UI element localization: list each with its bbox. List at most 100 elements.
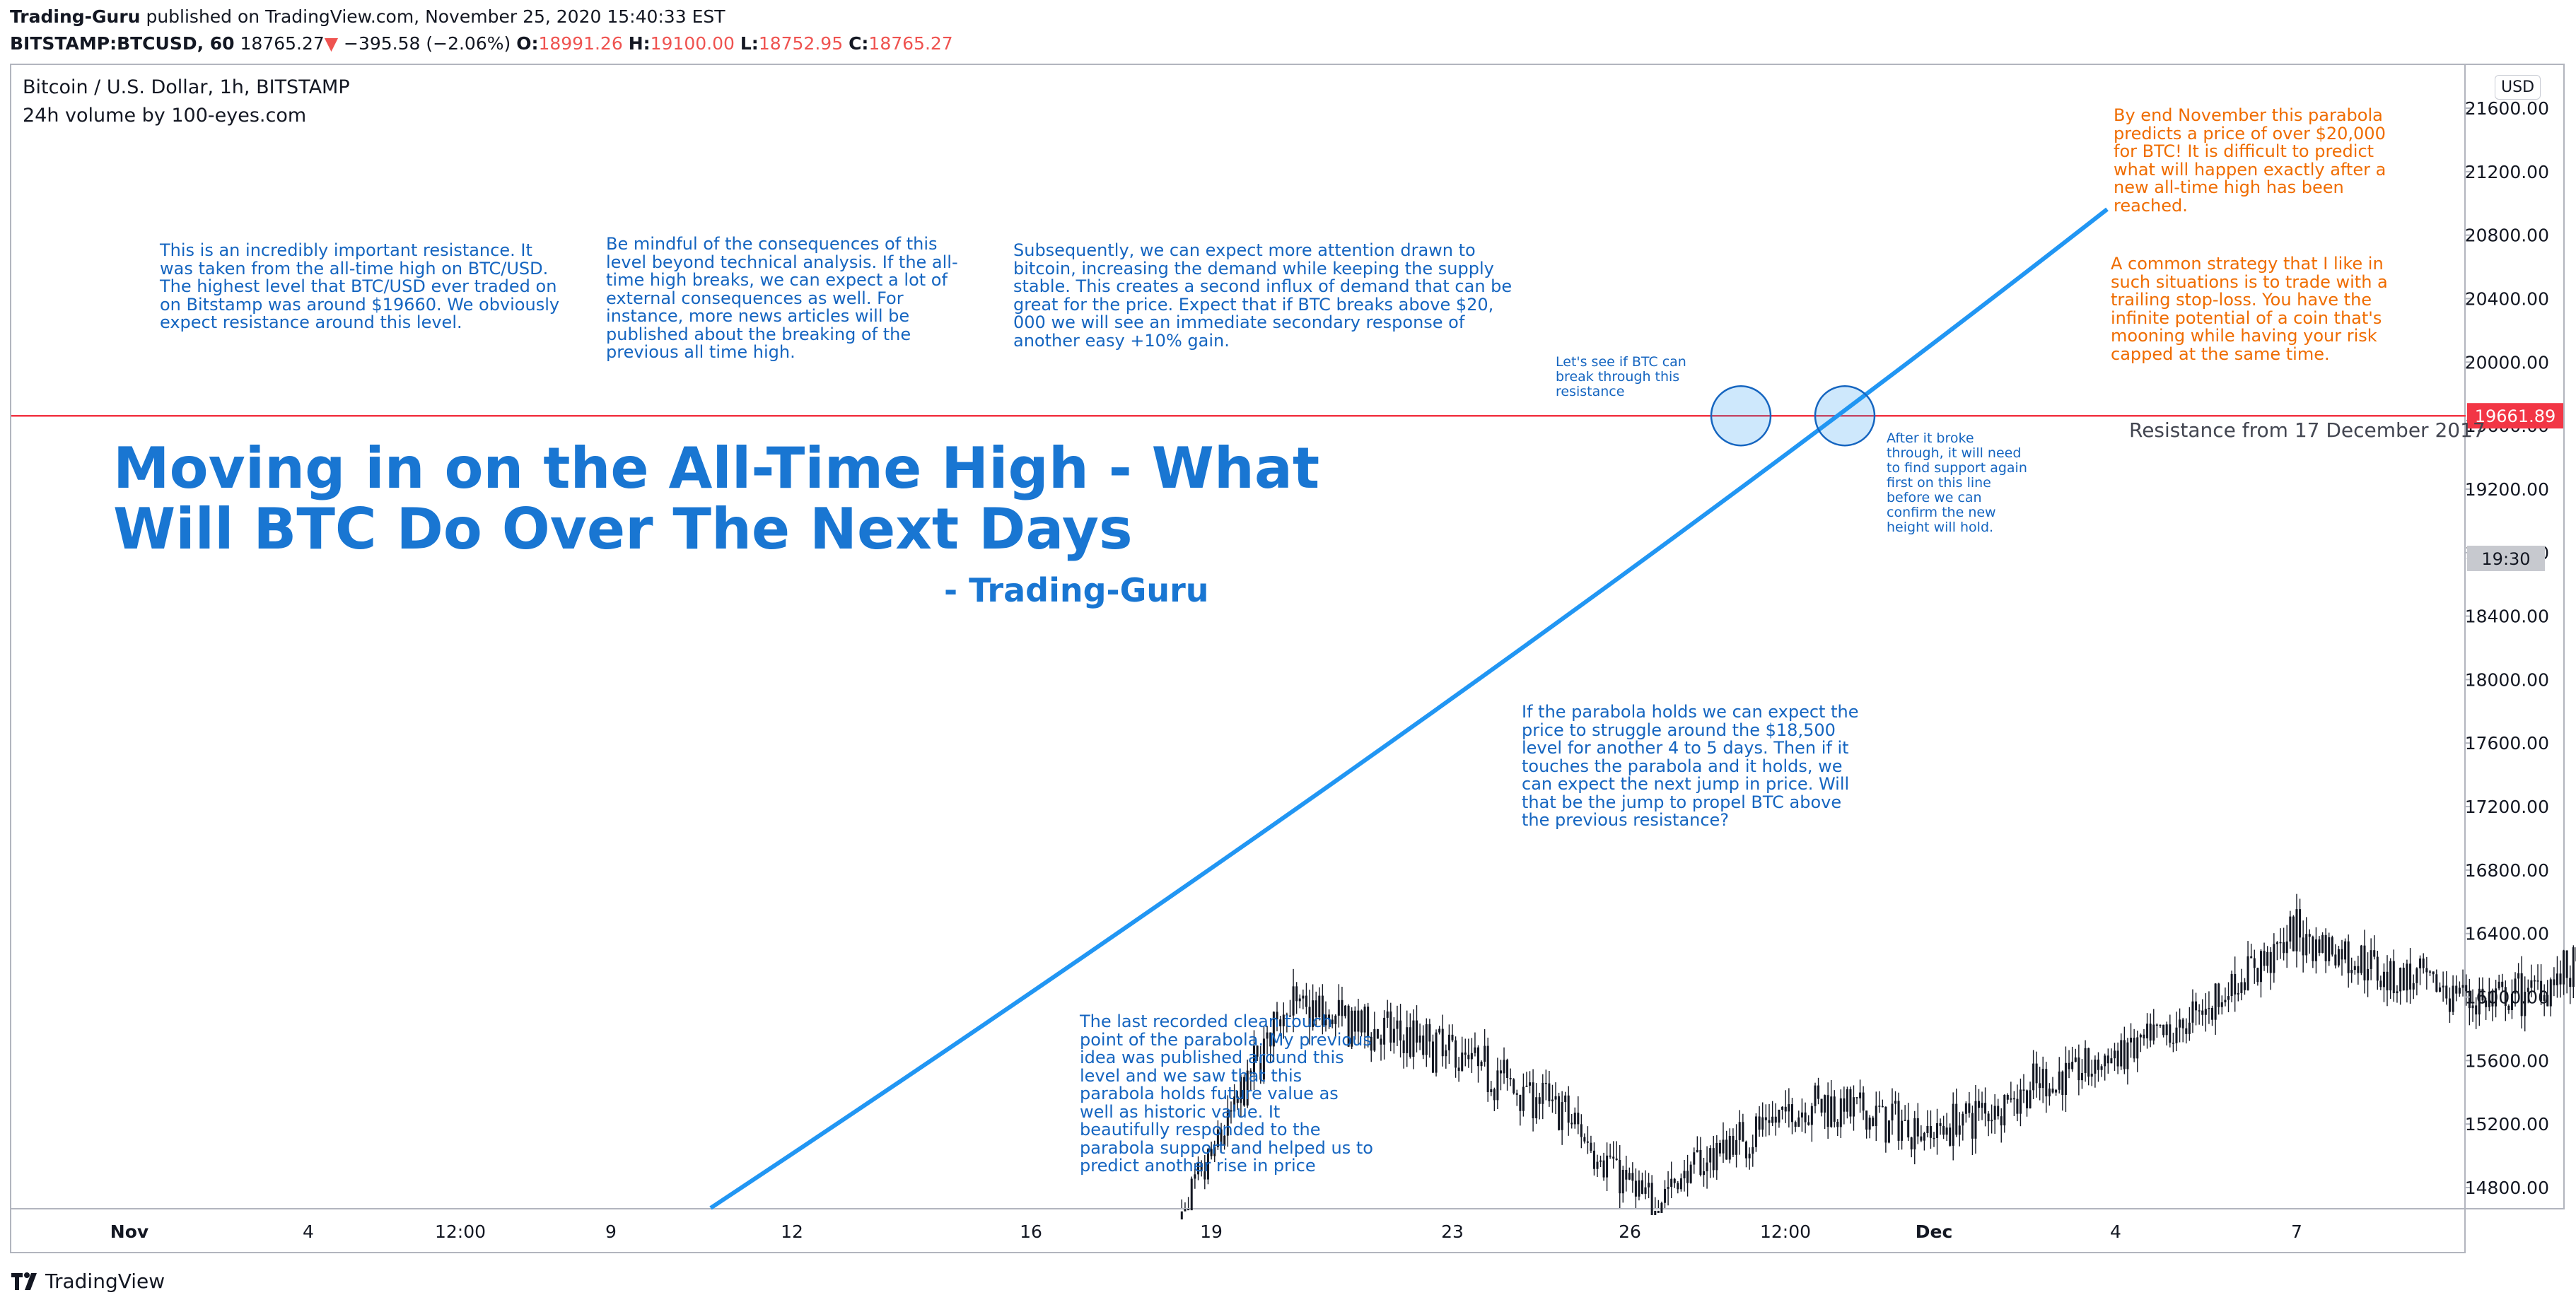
footer-brand[interactable]: TradingView (10, 1269, 165, 1293)
candle-body (2402, 968, 2405, 991)
candle-body (1758, 1116, 1761, 1130)
candle-body (2488, 991, 2490, 1007)
resistance-price-text: 19661.89 (2475, 406, 2556, 426)
candle-body (2386, 971, 2389, 991)
candle-body (1910, 1137, 1913, 1150)
candle-body (2569, 978, 2572, 987)
candle-body (2442, 985, 2444, 987)
candle-body (1628, 1173, 1631, 1180)
candle-body (1929, 1125, 1932, 1138)
candle-body (2084, 1048, 2087, 1073)
chart-pane[interactable] (10, 64, 2466, 1209)
candle-body (1298, 998, 1301, 1002)
candle-body (1373, 1028, 1376, 1051)
time-axis[interactable] (10, 1209, 2466, 1253)
candle-body (1735, 1139, 1738, 1155)
candle-body (1592, 1150, 1595, 1169)
candle-body (2253, 958, 2256, 968)
candle-body (1933, 1137, 1935, 1139)
candle-body (2363, 945, 2366, 980)
candle-body (2328, 937, 2331, 961)
candle-body (1875, 1106, 1877, 1126)
candle-body (1586, 1141, 1589, 1143)
candle-body (2029, 1090, 2032, 1108)
candle-body (1266, 1032, 1269, 1039)
price-tick-label: 19200.00 (2465, 479, 2549, 500)
candle-body (1302, 995, 1305, 999)
chart-legend-title[interactable]: Bitcoin / U.S. Dollar, 1h, BITSTAMP (23, 76, 350, 98)
candle-body (1781, 1106, 1784, 1110)
candle-body (1318, 995, 1321, 1018)
candle-body (2136, 1037, 2139, 1059)
publication-header: Trading-Guru published on TradingView.co… (10, 6, 2555, 55)
high-value: 19100.00 (650, 33, 735, 54)
candle-body (2563, 950, 2565, 985)
open-label: O: (516, 33, 539, 54)
candle-body (1677, 1183, 1679, 1190)
candle-body (2360, 945, 2362, 973)
candle-body (1664, 1188, 1666, 1203)
candle-body (1771, 1116, 1774, 1123)
candle-body (1693, 1152, 1696, 1165)
price-tick-label: 17200.00 (2465, 797, 2549, 817)
candle-body (2266, 951, 2269, 966)
candle-body (1206, 1149, 1209, 1180)
candle-body (2530, 980, 2533, 988)
candle-body (2000, 1116, 2003, 1126)
time-tick-label: 4 (303, 1221, 314, 1242)
candle-body (1800, 1112, 1803, 1118)
candle-body (1240, 1077, 1242, 1103)
note-end-november: By end November this parabola predicts a… (2114, 105, 2386, 216)
candle-body (2549, 979, 2552, 1007)
candle-body (2344, 941, 2347, 960)
candle-body (1187, 1209, 1190, 1211)
author-name[interactable]: Trading-Guru (10, 6, 141, 27)
chart-legend-volume[interactable]: 24h volume by 100-eyes.com (23, 105, 307, 127)
candle-body (1897, 1101, 1900, 1141)
candle-body (1380, 1038, 1382, 1045)
candle-body (2458, 987, 2461, 994)
candle-body (1732, 1135, 1735, 1155)
candle-body (2087, 1048, 2090, 1077)
candle-body (2234, 973, 2237, 995)
price-axis[interactable] (2466, 64, 2565, 1209)
candle-body (2367, 968, 2370, 980)
candle-body (1788, 1104, 1790, 1112)
current-time-badge (2467, 546, 2545, 571)
candle-body (1913, 1118, 1916, 1150)
candle-body (1493, 1089, 1496, 1101)
currency-badge[interactable]: USD (2495, 75, 2541, 100)
ohlc-line: BITSTAMP:BTCUSD, 60 18765.27▼ −395.58 (−… (10, 33, 2555, 55)
candle-body (2006, 1094, 2009, 1100)
down-arrow-icon: ▼ (324, 33, 339, 54)
candle-body (2382, 971, 2385, 987)
candle-body (2019, 1089, 2022, 1114)
candle-body (1660, 1202, 1663, 1213)
candle-body (1470, 1053, 1473, 1060)
time-tick-label: Dec (1916, 1221, 1953, 1242)
candle-body (2123, 1040, 2126, 1069)
candle-body (2370, 950, 2372, 969)
candle-body (1712, 1148, 1715, 1171)
candle-body (2448, 998, 2451, 1012)
candle-body (1640, 1180, 1643, 1194)
candle-body (1544, 1082, 1547, 1084)
candle-body (1794, 1122, 1797, 1127)
candle-body (2452, 985, 2454, 1012)
candle-body (1535, 1097, 1538, 1119)
candle-body (1321, 995, 1324, 1026)
candle-body (2406, 963, 2408, 991)
candle-body (2175, 1027, 2178, 1043)
candle-body (1974, 1101, 1977, 1139)
candle-body (1262, 1038, 1265, 1080)
price-tick-label: 17600.00 (2465, 733, 2549, 754)
candle-body (1383, 1017, 1386, 1045)
candle-body (2162, 1024, 2165, 1036)
candle-body (1412, 1020, 1415, 1057)
candle-body (1987, 1113, 1990, 1122)
note-support: After it broke through, it will need to … (1887, 430, 2027, 535)
candle-body (1839, 1098, 1842, 1127)
retest-circle (1814, 385, 1876, 447)
candle-body (1949, 1127, 1952, 1146)
